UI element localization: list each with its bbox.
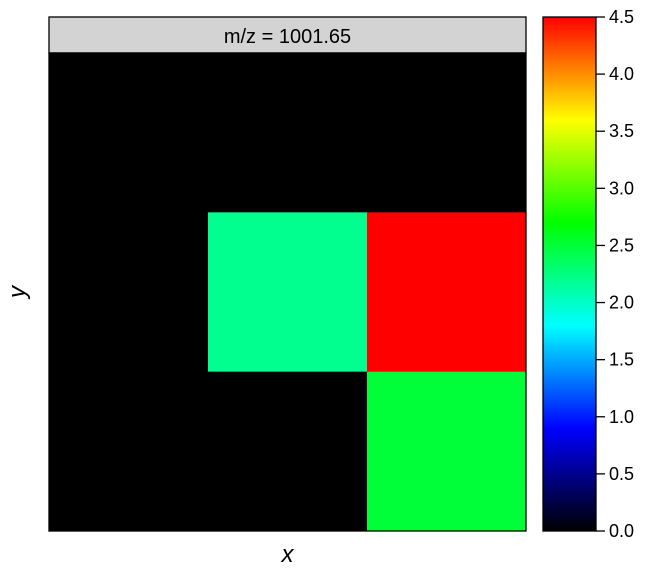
colorbar-tick-label: 1.5 <box>609 350 634 370</box>
x-axis-title: x <box>281 541 295 568</box>
colorbar-tick-label: 2.0 <box>609 293 634 313</box>
colorbar-tick-label: 0.5 <box>609 464 634 484</box>
heatmap-cell <box>49 53 209 213</box>
colorbar-tick-label: 3.0 <box>609 178 634 198</box>
title-strip <box>48 16 527 54</box>
colorbar <box>543 17 596 531</box>
heatmap-cell <box>367 371 527 532</box>
heatmap-cell <box>208 212 368 373</box>
colorbar-tick-label: 1.0 <box>609 407 634 427</box>
colorbar-tick-label: 2.5 <box>609 235 634 255</box>
colorbar-axis: 0.0 0.5 1.0 1.5 2.0 2.5 3.0 3.5 4.0 4.5 <box>596 7 634 541</box>
heatmap-cell <box>367 212 527 373</box>
heatmap-cell <box>49 371 209 532</box>
heatmap-cell <box>208 53 368 213</box>
colorbar-tick-label: 4.5 <box>609 7 634 27</box>
colorbar-tick-label: 3.5 <box>609 121 634 141</box>
heatmap-cells <box>49 53 527 532</box>
heatmap-cell <box>367 53 527 213</box>
chart-title: m/z = 1001.65 <box>224 26 351 48</box>
colorbar-tick-label: 0.0 <box>609 521 634 541</box>
heatmap-cell <box>208 371 368 532</box>
colorbar-tick-label: 4.0 <box>609 64 634 84</box>
y-axis-title: y <box>4 284 31 300</box>
colorbar-frame <box>542 16 597 532</box>
plot-frame <box>48 52 527 532</box>
heatmap-cell <box>49 212 209 373</box>
